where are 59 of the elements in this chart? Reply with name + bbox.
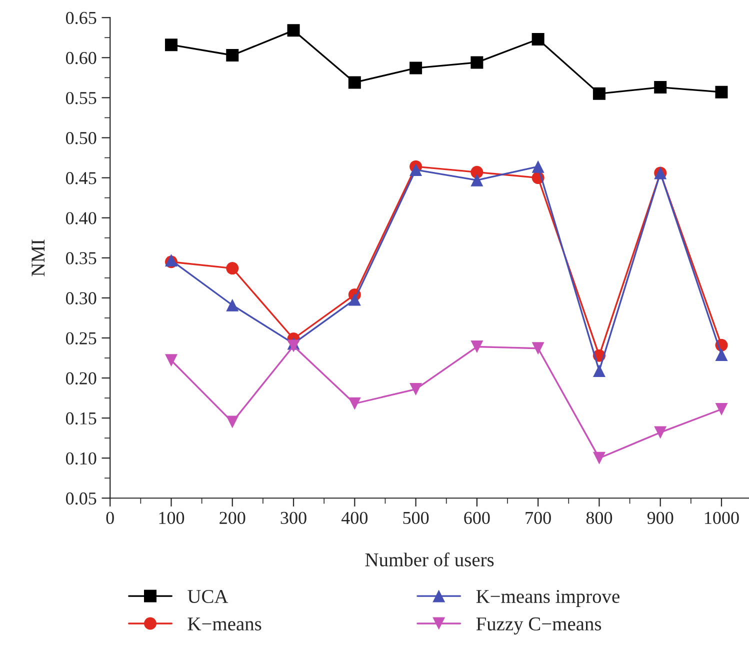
point [287, 340, 300, 352]
x-tick-label: 400 [341, 512, 368, 524]
point [164, 38, 178, 52]
point [715, 402, 728, 416]
x-tick-label: 0 [106, 512, 114, 524]
x-tick-label: 1000 [705, 512, 739, 524]
y-tick-label: 0.40 [66, 212, 96, 224]
point [715, 86, 728, 98]
point [592, 452, 606, 464]
x-tick-label: 500 [403, 512, 429, 524]
y-tick-label: 0.35 [66, 252, 96, 264]
legend-label: K−means improve [476, 590, 620, 607]
y-tick-label: 0.15 [66, 412, 96, 425]
point [470, 166, 484, 178]
y-tick-label: 0.25 [66, 332, 96, 344]
point [348, 293, 361, 306]
point [470, 56, 484, 69]
point [226, 262, 239, 275]
x-tick-label: 800 [586, 512, 612, 524]
point [654, 81, 667, 94]
point [226, 298, 239, 312]
point [592, 87, 606, 100]
y-tick-label: 0.10 [66, 452, 96, 465]
legend-label: UCA [188, 590, 228, 604]
point [592, 364, 606, 378]
point [348, 397, 361, 410]
y-tick-label: 0.45 [66, 172, 96, 184]
point [410, 62, 422, 74]
x-tick-label: 700 [526, 512, 551, 524]
y-tick-label: 0.05 [66, 492, 96, 505]
y-tick-label: 0.20 [66, 372, 96, 385]
legend-label: Fuzzy C−means [476, 617, 602, 634]
x-axis-title: Number of users [365, 552, 494, 566]
point [410, 382, 422, 396]
point [654, 426, 667, 439]
point [470, 174, 484, 186]
x-tick-label: 200 [220, 512, 246, 524]
point [164, 354, 178, 367]
point [715, 348, 728, 362]
point [532, 32, 544, 46]
point [226, 48, 239, 62]
point [532, 342, 544, 355]
y-tick-label: 0.60 [66, 52, 96, 64]
point [287, 24, 300, 37]
point [470, 340, 484, 354]
y-tick-label: 0.65 [66, 12, 96, 24]
x-tick-label: 600 [464, 512, 490, 524]
y-tick-label: 0.55 [66, 92, 96, 104]
point [410, 164, 422, 176]
point [532, 160, 544, 173]
x-tick-label: 100 [159, 512, 184, 524]
point [348, 76, 361, 89]
legend-label: K−means [188, 618, 262, 630]
x-tick-label: 900 [647, 512, 674, 524]
point [226, 416, 239, 428]
y-tick-label: 0.30 [66, 292, 96, 304]
y-tick-label: 0.50 [66, 132, 96, 144]
x-tick-label: 300 [280, 512, 306, 524]
y-axis-title: NMI [32, 240, 45, 276]
